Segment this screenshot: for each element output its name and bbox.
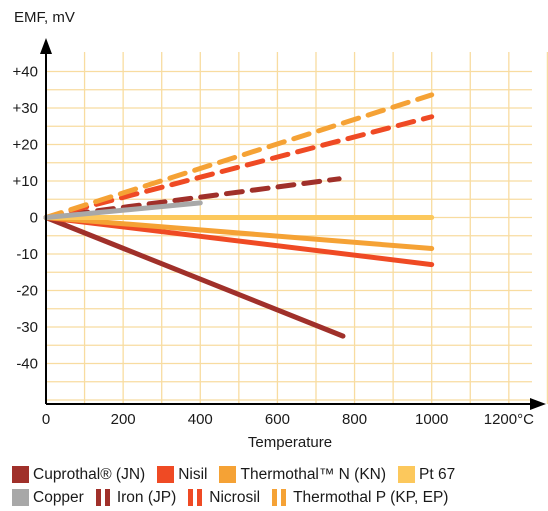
grid bbox=[46, 52, 548, 404]
legend: Cuprothal® (JN) Nisil Thermothal™ N (KN) Pt… bbox=[12, 463, 542, 509]
y-axis-title: EMF, mV bbox=[14, 9, 75, 26]
legend-swatch bbox=[219, 466, 237, 483]
y-tick-label: -10 bbox=[16, 246, 38, 263]
legend-row: Cuprothal® (JN) Nisil Thermothal™ N (KN) Pt… bbox=[12, 463, 542, 486]
legend-swatch bbox=[188, 489, 206, 506]
legend-item: Pt 67 bbox=[398, 466, 455, 484]
legend-label: Nicrosil bbox=[209, 488, 261, 506]
y-tick-label: +20 bbox=[13, 137, 38, 154]
y-tick-label: -40 bbox=[16, 356, 38, 373]
legend-label: Cuprothal® (JN) bbox=[33, 465, 146, 483]
legend-swatch bbox=[95, 489, 113, 506]
y-tick-label: +10 bbox=[13, 173, 38, 190]
series-line-8 bbox=[43, 92, 435, 220]
legend-swatch bbox=[398, 466, 416, 483]
legend-item: Thermothal™ N (KN) bbox=[219, 466, 386, 484]
x-tick-labels: 0 200 400 600 800 1000 1200°C bbox=[42, 411, 534, 428]
legend-swatch bbox=[272, 489, 290, 506]
y-axis-arrow-icon bbox=[40, 38, 52, 54]
series-line-1 bbox=[43, 215, 346, 339]
legend-item: Nisil bbox=[157, 466, 207, 484]
legend-swatch bbox=[12, 466, 29, 483]
y-tick-label: -20 bbox=[16, 283, 38, 300]
x-tick-label: 600 bbox=[265, 411, 290, 428]
x-tick-label: 1200°C bbox=[484, 411, 534, 428]
legend-label: Thermothal™ N (KN) bbox=[240, 465, 387, 483]
legend-item: Copper bbox=[12, 489, 84, 507]
legend-label: Thermothal P (KP, EP) bbox=[293, 488, 449, 506]
series-line-3 bbox=[43, 215, 435, 252]
y-tick-label: 0 bbox=[30, 210, 38, 227]
series-line-5 bbox=[43, 200, 203, 220]
legend-label: Iron (JP) bbox=[116, 488, 177, 506]
legend-label: Nisil bbox=[178, 465, 208, 483]
x-tick-label: 1000 bbox=[415, 411, 448, 428]
legend-row: Copper Iron (JP) Nicrosil Thermothal P (KP,… bbox=[12, 486, 542, 509]
series-line-7 bbox=[43, 114, 435, 220]
legend-item: Thermothal P (KP, EP) bbox=[272, 489, 448, 507]
y-tick-label: -30 bbox=[16, 319, 38, 336]
series-line-2 bbox=[43, 215, 435, 268]
legend-item: Iron (JP) bbox=[95, 488, 177, 507]
emf-chart: +40 +30 +20 +10 0 -10 -20 -30 -40 0 200 400 600 800 1… bbox=[13, 9, 548, 451]
legend-label: Copper bbox=[33, 488, 84, 506]
x-tick-label: 400 bbox=[188, 411, 213, 428]
series-line-6 bbox=[43, 176, 342, 220]
y-tick-label: +40 bbox=[13, 64, 38, 81]
axes bbox=[40, 38, 546, 410]
series-layer bbox=[43, 92, 435, 339]
x-tick-label: 0 bbox=[42, 411, 50, 428]
x-axis-title: Temperature bbox=[248, 434, 332, 451]
legend-item: Cuprothal® (JN) bbox=[12, 466, 145, 484]
x-tick-label: 200 bbox=[111, 411, 136, 428]
x-tick-label: 800 bbox=[342, 411, 367, 428]
y-tick-labels: +40 +30 +20 +10 0 -10 -20 -30 -40 bbox=[13, 64, 38, 373]
legend-item: Nicrosil bbox=[188, 489, 260, 507]
legend-swatch bbox=[157, 466, 175, 483]
legend-swatch bbox=[12, 489, 29, 506]
y-tick-label: +30 bbox=[13, 100, 38, 117]
x-axis-arrow-icon bbox=[530, 398, 546, 410]
legend-label: Pt 67 bbox=[419, 465, 456, 483]
